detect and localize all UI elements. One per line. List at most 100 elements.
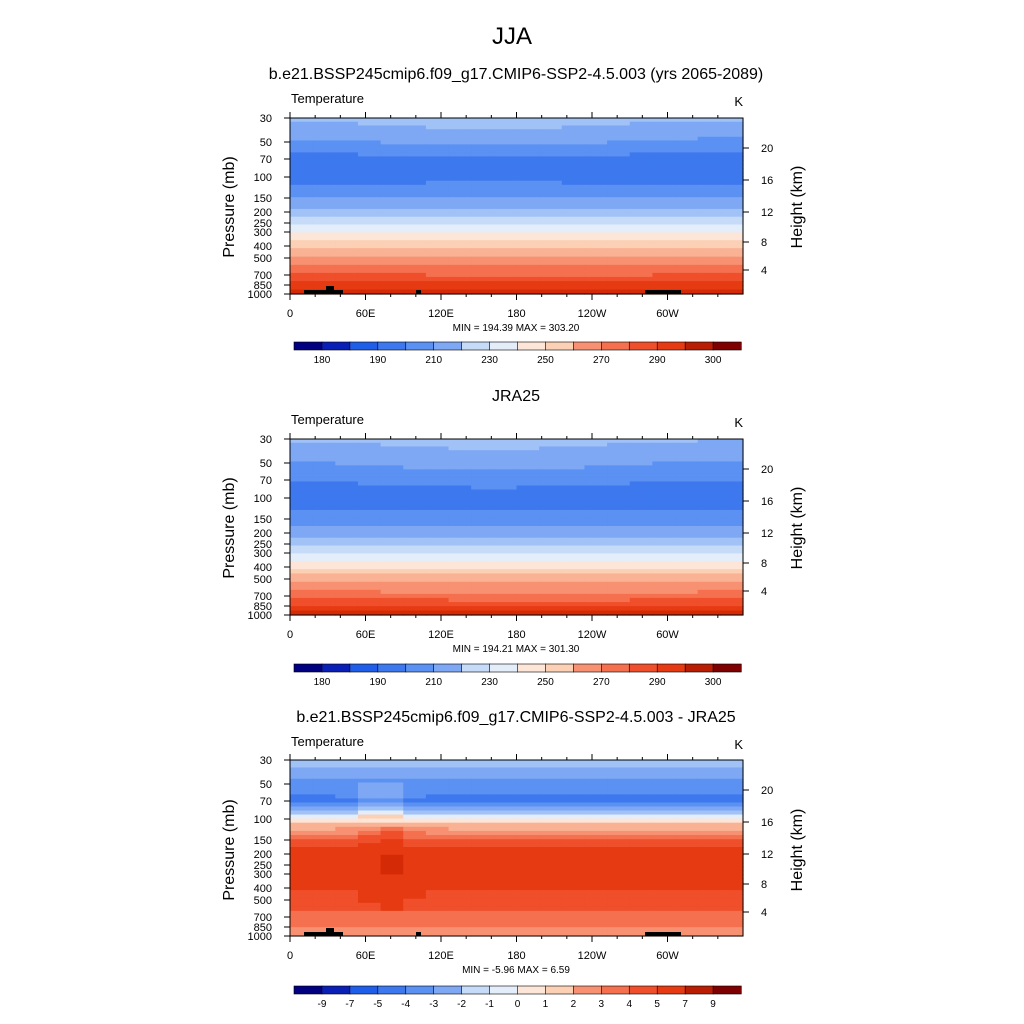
- contour-cell: [312, 132, 336, 138]
- contour-cell: [584, 164, 608, 170]
- panel-obs-ylabel-right: Height (km): [789, 487, 806, 570]
- contour-cell: [652, 465, 676, 471]
- colorbar-box: [573, 341, 602, 351]
- contour-cell: [335, 453, 359, 459]
- contour-cell: [357, 156, 382, 162]
- contour-cell: [425, 606, 450, 612]
- contour-cell: [403, 289, 427, 295]
- contour-cell: [471, 541, 495, 547]
- contour-cell: [425, 522, 450, 527]
- contour-cell: [357, 850, 382, 856]
- panel-diff-title: b.e21.BSSP245cmip6.f09_g17.CMIP6-SSP2-4.…: [296, 709, 735, 726]
- contour-cell: [290, 156, 314, 162]
- contour-cell: [629, 465, 653, 471]
- contour-cell: [380, 188, 404, 194]
- contour-cell: [380, 252, 404, 258]
- contour-cell: [652, 810, 676, 816]
- contour-cell: [403, 847, 427, 852]
- contour-cell: [629, 910, 653, 916]
- contour-cell: [629, 529, 653, 535]
- contour-cell: [675, 822, 699, 828]
- terrain-mask: [645, 932, 681, 936]
- contour-cell: [357, 469, 382, 475]
- panel-model-colorbar: 180 190 210 230 250 270 290 300: [293, 341, 742, 366]
- colorbar-box: [573, 985, 602, 995]
- contour-cell: [539, 473, 563, 479]
- terrain-mask: [326, 286, 334, 294]
- contour-cell: [312, 606, 336, 612]
- contour-cell: [629, 806, 653, 812]
- contour-cell: [629, 244, 653, 249]
- contour-cell: [425, 767, 450, 772]
- contour-cell: [448, 910, 472, 916]
- contour-cell: [425, 224, 450, 230]
- contour-cell: [380, 541, 404, 547]
- contour-cell: [493, 442, 518, 448]
- contour-cell: [561, 197, 586, 202]
- contour-cell: [425, 890, 450, 896]
- contour-cell: [335, 260, 359, 266]
- contour-cell: [403, 180, 427, 186]
- contour-cell: [516, 577, 540, 583]
- contour-cell: [675, 248, 699, 254]
- contour-cell: [720, 176, 744, 182]
- contour-cell: [539, 782, 563, 787]
- contour-cell: [720, 798, 744, 804]
- contour-cell: [403, 894, 427, 900]
- contour-cell: [539, 144, 563, 150]
- contour-cell: [539, 457, 563, 463]
- contour-cell: [516, 205, 540, 210]
- contour-cell: [448, 285, 472, 291]
- contour-cell: [720, 268, 744, 274]
- contour-cell: [697, 763, 721, 769]
- contour-cell: [561, 890, 586, 896]
- contour-cell: [312, 176, 336, 182]
- contour-cell: [493, 497, 518, 503]
- contour-cell: [697, 289, 721, 295]
- contour-cell: [312, 882, 336, 887]
- contour-cell: [584, 244, 608, 249]
- contour-cell: [516, 240, 540, 245]
- contour-cell: [312, 446, 336, 451]
- contour-cell: [607, 927, 631, 933]
- contour-cell: [607, 839, 631, 844]
- contour-cell: [697, 774, 721, 780]
- contour-cell: [675, 589, 699, 595]
- contour-cell: [607, 910, 631, 916]
- contour-cell: [629, 763, 653, 769]
- contour-cell: [720, 148, 744, 154]
- contour-cell: [516, 826, 540, 832]
- contour-cell: [584, 763, 608, 769]
- contour-cell: [720, 505, 744, 511]
- contour-cell: [380, 485, 404, 491]
- contour-cell: [425, 886, 450, 891]
- contour-cell: [720, 121, 744, 127]
- contour-cell: [312, 184, 336, 190]
- contour-cell: [539, 285, 563, 291]
- contour-cell: [357, 597, 382, 603]
- contour-cell: [425, 854, 450, 860]
- contour-cell: [471, 505, 495, 511]
- contour-cell: [357, 541, 382, 547]
- contour-cell: [652, 118, 676, 123]
- contour-cell: [403, 874, 427, 879]
- contour-cell: [448, 193, 472, 198]
- contour-cell: [448, 858, 472, 864]
- contour-cell: [335, 573, 359, 579]
- contour-cell: [493, 902, 518, 908]
- contour-cell: [697, 782, 721, 787]
- contour-cell: [539, 577, 563, 583]
- contour-cell: [425, 870, 450, 876]
- contour-cell: [720, 205, 744, 210]
- contour-cell: [290, 212, 314, 218]
- contour-cell: [380, 522, 404, 527]
- contour-cell: [675, 501, 699, 507]
- contour-cell: [290, 606, 314, 612]
- contour-cell: [471, 168, 495, 174]
- contour-cell: [697, 910, 721, 916]
- contour-cell: [652, 164, 676, 170]
- contour-cell: [335, 553, 359, 558]
- contour-cell: [629, 276, 653, 282]
- contour-cell: [471, 794, 495, 800]
- contour-cell: [720, 898, 744, 904]
